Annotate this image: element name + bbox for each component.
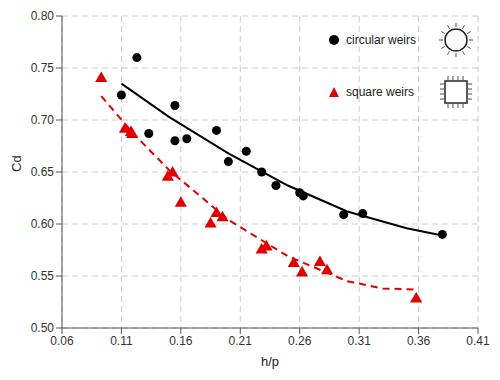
- svg-text:h/p: h/p: [261, 354, 279, 369]
- svg-text:0.31: 0.31: [347, 334, 371, 348]
- svg-text:0.80: 0.80: [31, 9, 55, 23]
- svg-text:0.16: 0.16: [169, 334, 193, 348]
- svg-text:0.75: 0.75: [31, 61, 55, 75]
- svg-text:0.55: 0.55: [31, 269, 55, 283]
- svg-text:0.26: 0.26: [288, 334, 312, 348]
- svg-text:0.36: 0.36: [407, 334, 431, 348]
- svg-text:0.70: 0.70: [31, 113, 55, 127]
- svg-text:0.50: 0.50: [31, 321, 55, 335]
- html-text:square weirs: square weirs: [346, 85, 414, 99]
- svg-text:0.06: 0.06: [50, 334, 74, 348]
- svg-text:Cd: Cd: [9, 155, 24, 172]
- svg-text:0.41: 0.41: [466, 334, 490, 348]
- html-text:circular weirs: circular weirs: [346, 33, 416, 47]
- svg-text:0.21: 0.21: [229, 334, 253, 348]
- svg-text:0.11: 0.11: [110, 334, 133, 348]
- svg-text:0.60: 0.60: [31, 217, 55, 231]
- svg-text:0.65: 0.65: [31, 165, 55, 179]
